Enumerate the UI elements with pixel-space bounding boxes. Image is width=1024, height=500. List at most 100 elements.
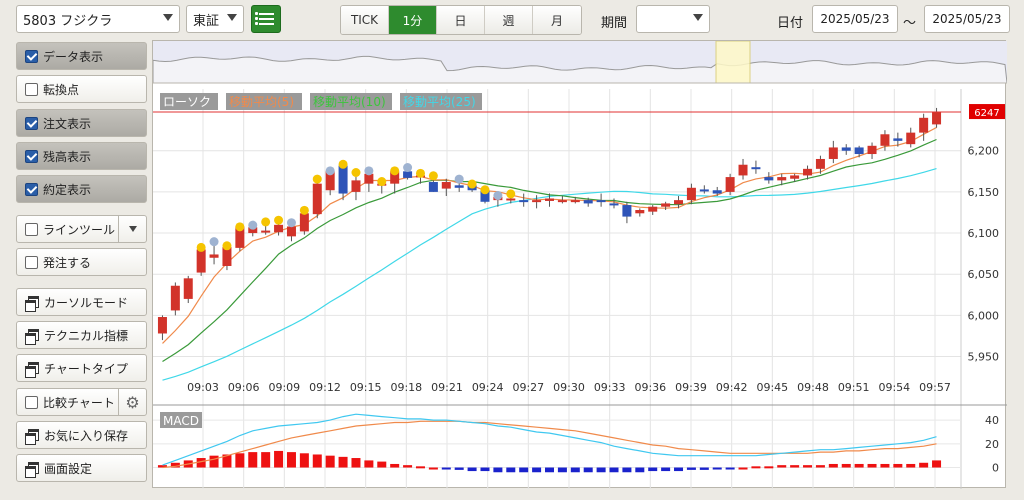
candle-body	[480, 190, 490, 202]
save-favorite-button[interactable]: お気に入り保存	[16, 421, 147, 449]
macd-line	[162, 413, 937, 466]
macd-hist-bar	[545, 467, 554, 473]
candle-body	[209, 254, 219, 258]
screen-settings-button[interactable]: 画面設定	[16, 454, 147, 482]
execution-marker	[325, 166, 335, 176]
date-from-field[interactable]: 2025/05/23	[812, 5, 898, 33]
macd-hist-bar	[235, 453, 245, 468]
macd-hist-bar	[893, 463, 903, 468]
gear-icon[interactable]: ⚙	[118, 389, 146, 415]
macd-hist-bar	[441, 467, 451, 470]
x-tick-label: 09:24	[472, 381, 504, 394]
macd-hist-bar	[570, 467, 580, 473]
candle-body	[261, 230, 271, 233]
position-display-toggle[interactable]: 残高表示	[16, 142, 147, 170]
macd-hist-bar	[299, 453, 309, 468]
place-order-toggle[interactable]: 発注する	[16, 248, 147, 276]
chart-type-button[interactable]: チャートタイプ	[16, 354, 147, 382]
tab-day[interactable]: 日	[437, 6, 485, 34]
macd-hist-bar	[454, 467, 464, 470]
macd-label-bg	[160, 412, 202, 428]
execution-marker	[493, 191, 503, 201]
candle-body	[286, 226, 296, 237]
candle-body	[854, 147, 864, 155]
macd-signal-line	[162, 420, 937, 469]
macd-hist-bar	[403, 465, 413, 468]
checkbox-icon	[25, 395, 38, 409]
macd-hist-bar	[286, 452, 296, 468]
x-tick-label: 09:15	[350, 381, 382, 394]
tab-month[interactable]: 月	[533, 6, 581, 34]
candle-body	[635, 210, 645, 214]
candle-body	[622, 205, 632, 217]
legend-ma25-bg	[400, 93, 482, 110]
execution-marker	[467, 179, 477, 189]
period-select[interactable]	[636, 5, 710, 33]
candle-body	[867, 145, 877, 155]
data-display-toggle[interactable]: データ表示	[16, 42, 147, 70]
candle-body	[506, 198, 516, 201]
window-icon	[25, 296, 39, 312]
tab-tick[interactable]: TICK	[341, 6, 389, 34]
x-tick-label: 09:06	[228, 381, 260, 394]
candle-body	[441, 182, 451, 189]
macd-axis-labels: 0 20 40	[985, 414, 999, 474]
macd-hist-bar	[596, 467, 606, 473]
technical-indicator-button[interactable]: テクニカル指標	[16, 321, 147, 349]
checkbox-icon	[25, 82, 38, 96]
stock-select[interactable]: 5803 フジクラ	[16, 5, 180, 33]
candle-body	[764, 177, 774, 181]
order-display-toggle[interactable]: 注文表示	[16, 109, 147, 137]
macd-hist-bar	[248, 452, 258, 468]
navigator-window[interactable]	[715, 40, 751, 84]
macd-hist-bar	[506, 467, 516, 473]
macd-hist-bar	[699, 467, 709, 470]
candle-body	[299, 213, 309, 232]
candle-body	[222, 247, 232, 266]
chevron-down-icon[interactable]	[118, 216, 146, 242]
line-tool-toggle[interactable]: ラインツール	[16, 215, 147, 243]
candle-body	[157, 317, 167, 334]
list-menu-button[interactable]	[251, 5, 281, 33]
legend-candle-bg	[160, 93, 218, 110]
candle-body	[338, 165, 348, 194]
chart-type-label: チャートタイプ	[44, 361, 128, 376]
price-chart[interactable]: 09:03 09:06 09:09 09:12 09:15 09:18 09:21 09:24…	[152, 40, 1008, 489]
execution-marker	[364, 166, 374, 176]
compare-chart-toggle[interactable]: 比較チャート ⚙	[16, 388, 147, 416]
execution-marker	[377, 177, 387, 187]
candle-body	[932, 112, 942, 125]
candle-body	[570, 200, 580, 203]
macd-tick-label: 40	[985, 414, 999, 427]
macd-hist-bar	[364, 460, 374, 468]
execution-marker	[338, 159, 348, 169]
macd-hist-bar	[519, 467, 529, 473]
checkbox-checked-icon	[25, 116, 38, 130]
checkbox-checked-icon	[25, 49, 38, 63]
list-icon	[254, 12, 274, 15]
chevron-down-icon	[227, 14, 237, 21]
candle-body	[364, 173, 374, 184]
current-price-badge	[969, 104, 1005, 120]
checkbox-checked-icon	[25, 182, 38, 196]
data-display-label: データ表示	[43, 49, 104, 64]
tab-week[interactable]: 週	[485, 6, 533, 34]
cursor-mode-label: カーソルモード	[44, 295, 129, 310]
legend-ma10: 移動平均(10)	[313, 95, 386, 109]
execution-marker	[274, 215, 284, 225]
y-tick-label: 5,950	[968, 351, 1000, 364]
turning-points-toggle[interactable]: 転換点	[16, 75, 147, 103]
cursor-mode-button[interactable]: カーソルモード	[16, 288, 147, 316]
tab-1min[interactable]: 1分	[389, 6, 437, 34]
date-separator: 〜	[903, 16, 917, 31]
x-tick-label: 09:09	[268, 381, 300, 394]
navigator[interactable]	[152, 40, 1008, 84]
macd-hist-bar	[493, 467, 503, 473]
candle-body	[596, 200, 606, 203]
date-to-field[interactable]: 2025/05/23	[924, 5, 1010, 33]
macd-hist-bar	[880, 463, 890, 468]
exchange-select[interactable]: 東証	[186, 5, 244, 33]
execution-display-toggle[interactable]: 約定表示	[16, 175, 147, 203]
macd-hist-bar	[906, 463, 916, 468]
chart-panel[interactable]: 09:03 09:06 09:09 09:12 09:15 09:18 09:21 09:24…	[152, 40, 1008, 489]
